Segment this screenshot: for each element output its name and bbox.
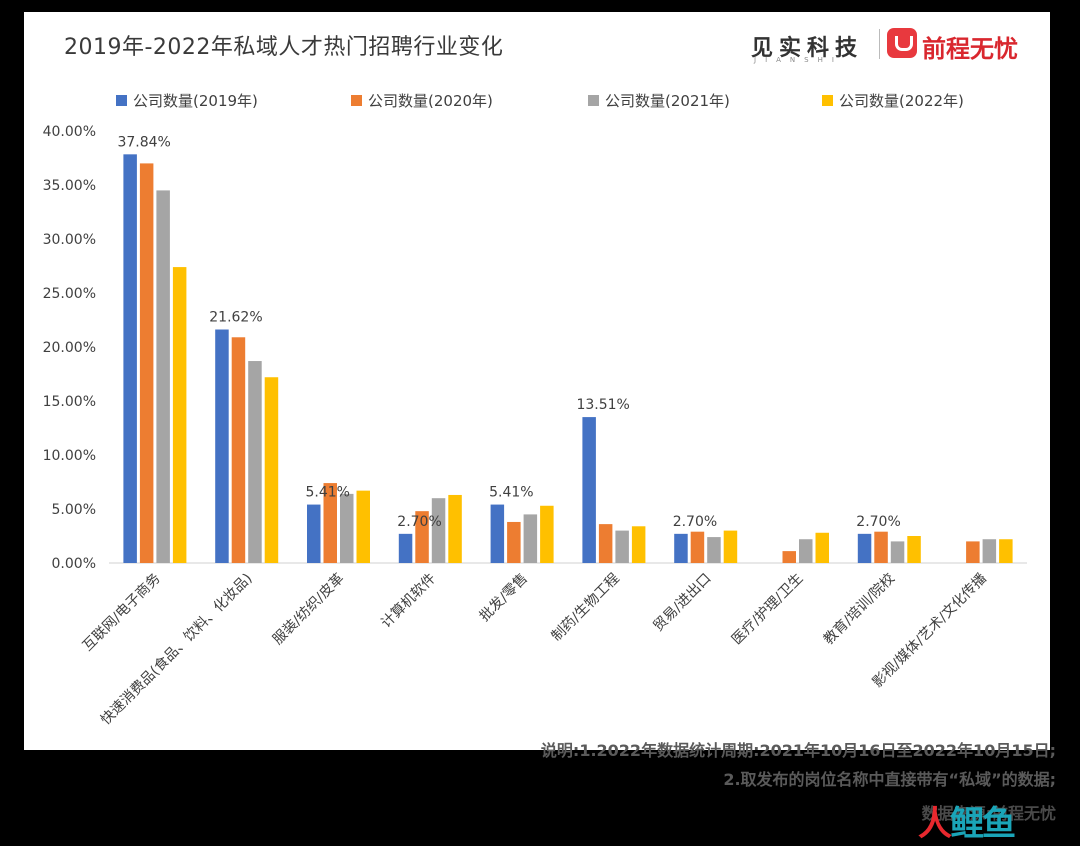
jianshi-logo-subtext: JIANSHI: [754, 56, 843, 64]
legend-swatch-2020: [351, 95, 362, 106]
bar-2020: [690, 531, 705, 563]
x-tick-label: 服装/纺织/皮革: [270, 571, 347, 648]
bar-2022: [540, 505, 554, 563]
bar-2020: [231, 337, 246, 563]
y-tick-label: 40.00%: [43, 124, 96, 140]
legend-swatch-2021: [588, 95, 599, 106]
data-label: 2.70%: [673, 514, 717, 530]
y-tick-label: 25.00%: [43, 286, 96, 302]
legend-swatch-2019: [116, 95, 127, 106]
watermark-logo: 人鲤鱼: [918, 796, 1016, 845]
legend-label-2021: 公司数量(2021年): [605, 92, 730, 110]
footnote-method: 2.取发布的岗位名称中直接带有“私域”的数据;: [723, 770, 1056, 789]
bar-2019: [857, 533, 872, 563]
legend-swatch-2022: [822, 95, 833, 106]
plot-area: 0.00% 5.00% 10.00% 15.00% 20.00% 25.00% 30.00%…: [43, 124, 1027, 728]
bar-2022: [815, 532, 829, 563]
bar-2021: [799, 539, 813, 563]
bar-2022: [907, 536, 921, 563]
bar-2020: [782, 551, 796, 563]
bar-2021: [982, 539, 997, 563]
legend-item-2021: 公司数量(2021年): [588, 90, 730, 111]
bar-2020: [507, 521, 521, 563]
bar-2020: [139, 163, 154, 563]
y-tick-label: 20.00%: [43, 340, 96, 356]
data-label: 2.70%: [397, 514, 441, 530]
bar-2020: [874, 531, 888, 563]
legend-label-2020: 公司数量(2020年): [368, 92, 493, 110]
bar-2021: [890, 541, 905, 563]
data-label: 37.84%: [117, 134, 170, 150]
data-label: 5.41%: [306, 485, 350, 501]
legend-item-2020: 公司数量(2020年): [351, 90, 493, 111]
y-tick-label: 0.00%: [52, 556, 96, 572]
brand-divider: [879, 29, 880, 59]
bar-2019: [490, 504, 505, 563]
bar-2021: [523, 514, 538, 563]
x-tick-label: 贸易/进出口: [650, 571, 714, 635]
data-label: 21.62%: [209, 310, 262, 326]
bar-2021: [156, 190, 170, 563]
bar-2019: [398, 533, 413, 563]
bar-2020: [598, 524, 613, 563]
bar-2021: [615, 530, 629, 563]
bar-2021: [248, 361, 262, 563]
x-tick-label: 教育/培训/院校: [820, 570, 898, 648]
footnote-source: 数据来源:前程无忧: [921, 804, 1056, 823]
bar-2019: [307, 504, 321, 563]
qiancheng-logo: 前程无忧: [922, 35, 1018, 63]
x-tick-label: 医疗/护理/卫生: [729, 571, 806, 648]
bar-2019: [123, 154, 137, 563]
data-label: 5.41%: [489, 485, 533, 501]
bar-2022: [723, 530, 738, 563]
footnote-period: 说明:1.2022年数据统计周期:2021年10月16日至2022年10月15日…: [540, 741, 1056, 760]
bar-2020: [415, 511, 429, 563]
data-label: 13.51%: [576, 397, 629, 413]
x-tick-label: 快速消费品(食品、饮料、化妆品): [97, 570, 255, 728]
qiancheng-logo-icon: [887, 28, 917, 58]
bar-2022: [999, 539, 1013, 563]
bar-2022: [264, 377, 279, 563]
jianshi-logo: 见实科技: [751, 36, 864, 61]
y-tick-label: 15.00%: [43, 394, 96, 410]
y-tick-label: 30.00%: [43, 232, 96, 248]
x-tick-label: 批发/零售: [477, 571, 531, 625]
chart-title: 2019年-2022年私域人才热门招聘行业变化: [64, 35, 504, 60]
watermark-part1: 人: [918, 804, 952, 844]
bar-2021: [340, 493, 354, 563]
chart-canvas: 2019年-2022年私域人才热门招聘行业变化 见实科技 JIANSHI 前程无…: [24, 12, 1050, 750]
x-tick-label: 互联网/电子商务: [80, 571, 164, 655]
bar-2019: [582, 417, 596, 563]
y-tick-label: 5.00%: [52, 502, 96, 518]
y-tick-label: 10.00%: [43, 448, 96, 464]
x-tick-label: 计算机软件: [378, 571, 439, 632]
bar-2021: [431, 498, 446, 563]
bar-2019: [674, 533, 688, 563]
bar-2022: [356, 490, 370, 563]
bar-2019: [215, 329, 229, 563]
data-label: 2.70%: [856, 514, 900, 530]
y-tick-label: 35.00%: [43, 178, 96, 194]
x-tick-label: 制药/生物工程: [549, 571, 623, 645]
bar-2021: [707, 537, 721, 563]
legend-item-2019: 公司数量(2019年): [116, 90, 258, 111]
chart-legend: 公司数量(2019年) 公司数量(2020年) 公司数量(2021年) 公司数量…: [24, 90, 1050, 114]
legend-label-2019: 公司数量(2019年): [133, 92, 258, 110]
bar-2022: [172, 267, 187, 563]
bar-2020: [323, 483, 337, 563]
watermark-part2: 鲤鱼: [950, 804, 1016, 844]
bar-2020: [966, 541, 980, 563]
legend-label-2022: 公司数量(2022年): [839, 92, 964, 110]
bar-2022: [631, 526, 646, 563]
legend-item-2022: 公司数量(2022年): [822, 90, 964, 111]
bar-2022: [448, 494, 462, 563]
